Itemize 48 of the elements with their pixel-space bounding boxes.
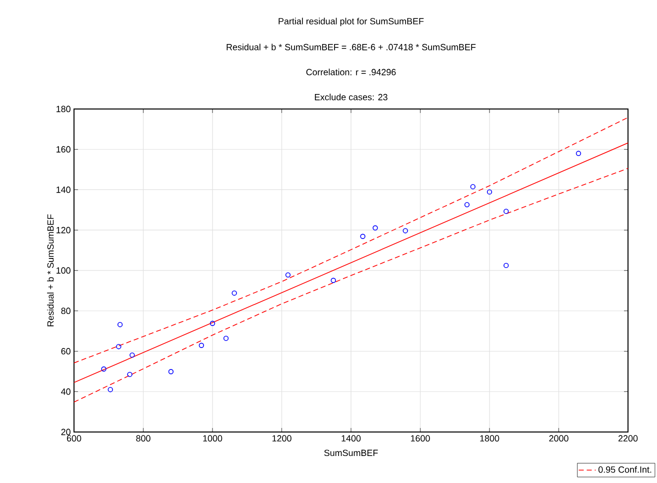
line-series [74,168,628,403]
y-tick-label: 80 [61,308,70,314]
x-axis-title: SumSumBEF [324,450,378,456]
text: Correlation: r = .94296 [306,68,396,76]
y-tick-label: 60 [61,348,70,354]
legend-label: 0.95 Conf.Int. [598,466,652,473]
x-tick-label: 2200 [618,435,638,442]
x-tick-label: 600 [66,435,82,442]
chart-subtitle: Residual + b * SumSumBEF = .68E-6 + .07418 * SumSumBEF [226,44,476,50]
point [127,372,132,378]
point [117,322,123,328]
point [504,262,509,268]
y-tick-label: 100 [56,267,70,274]
x-tick-label: 1000 [203,435,222,442]
point [464,202,470,208]
y-tick-label: 140 [56,186,70,193]
y-tick-label: 120 [56,226,70,234]
y-tick-label: 40 [61,388,70,395]
point [223,336,229,341]
y-tick-label: 160 [56,146,70,153]
point [504,208,509,214]
point [402,228,408,234]
x-tick-label: 1600 [410,435,430,442]
point [330,278,336,283]
x-tick-label: 1800 [480,435,500,442]
point [470,184,476,190]
x-tick-label: 2000 [549,435,568,442]
point [285,272,291,278]
chart-title: Partial residual plot for SumSumBEF [278,18,424,26]
x-tick-label: 800 [136,435,150,442]
y-tick-label: 20 [61,428,70,436]
point [116,344,122,350]
x-tick-label: 1200 [272,435,292,442]
point [360,234,366,239]
point [130,352,135,358]
y-tick-label: 180 [56,106,70,112]
point [372,225,378,230]
point [232,290,237,296]
point [576,150,582,156]
point [168,369,174,374]
point [210,320,216,326]
point [486,189,492,195]
x-tick-label: 1400 [342,435,361,442]
point [198,342,204,348]
point [108,386,113,392]
y-axis-title: Residual + b * SumSumBEF [47,214,54,326]
text: Exclude cases: 23 [314,94,388,100]
point [101,366,106,372]
